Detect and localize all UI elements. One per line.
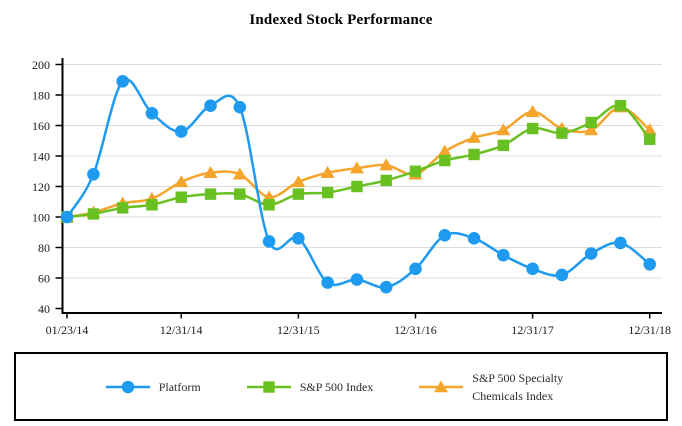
platform-marker <box>467 232 481 245</box>
platform-marker <box>409 262 422 276</box>
legend-item-sp500: S&P 500 Index <box>246 378 374 396</box>
sp500-marker <box>175 191 187 203</box>
sp500-marker <box>321 186 334 199</box>
sp500-marker <box>644 133 656 145</box>
sp500-marker <box>556 127 568 139</box>
sp500-marker <box>497 139 510 152</box>
platform-marker <box>87 168 100 181</box>
platform-marker <box>321 276 334 289</box>
platform-marker <box>174 125 188 138</box>
legend-label-platform: Platform <box>158 379 201 394</box>
y-tick-label: 60 <box>38 272 50 286</box>
platform-marker <box>497 248 510 262</box>
sp500-marker <box>263 199 275 211</box>
x-tick-label: 12/31/15 <box>277 323 320 337</box>
platform-marker <box>614 236 627 250</box>
specialty-marker <box>496 123 511 136</box>
sp500-marker <box>234 188 246 200</box>
platform-marker <box>262 235 276 248</box>
specialty-marker <box>584 123 599 136</box>
specialty-marker <box>467 130 482 143</box>
platform-marker <box>438 229 452 242</box>
sp500-marker <box>526 122 539 135</box>
platform-marker <box>526 262 539 276</box>
sp500-marker <box>87 208 100 220</box>
platform-marker <box>350 273 364 286</box>
legend-label-specialty-chemicals: S&P 500 Specialty Chemicals Index <box>472 370 564 403</box>
sp500-marker <box>585 116 597 129</box>
sp500-marker <box>409 165 422 177</box>
legend-label-sp500: S&P 500 Index <box>299 379 374 394</box>
platform-marker <box>60 210 74 224</box>
y-tick-label: 40 <box>38 302 50 316</box>
legend-item-platform: Platform <box>105 378 201 396</box>
platform-marker <box>116 74 129 88</box>
sp500-marker <box>614 99 627 112</box>
chart-legend: Platform S&P 500 Index S&P 500 Specialty… <box>14 352 668 421</box>
specialty-marker <box>174 175 189 188</box>
platform-marker <box>379 280 393 294</box>
legend-item-specialty-chemicals: S&P 500 Specialty Chemicals Index <box>419 369 576 405</box>
specialty-marker <box>291 175 306 188</box>
specialty-marker <box>320 165 335 178</box>
y-tick-label: 200 <box>32 58 50 72</box>
y-tick-label: 140 <box>32 150 50 164</box>
sp500-marker <box>380 174 392 187</box>
y-tick-label: 120 <box>32 180 50 194</box>
sp500-marker <box>146 199 158 211</box>
platform-marker <box>584 247 598 260</box>
specialty-chemicals-marker-icon <box>419 380 464 392</box>
sp500-marker <box>351 180 363 193</box>
platform-marker <box>145 107 159 120</box>
y-tick-label: 180 <box>32 89 50 103</box>
sp500-marker-icon <box>246 380 291 393</box>
chart-plot-area: 200 180 160 140 120 100 80 60 40 01/23/14 12/31/14… <box>32 58 671 337</box>
specialty-marker <box>379 158 394 171</box>
sp500-marker <box>204 188 217 200</box>
specialty-marker <box>232 167 247 180</box>
x-tick-label: 12/31/14 <box>160 323 203 337</box>
sp500-marker <box>468 148 480 161</box>
y-tick-label: 80 <box>38 241 50 255</box>
specialty-marker <box>203 165 218 178</box>
platform-line <box>65 78 651 289</box>
sp500-marker <box>116 202 129 214</box>
x-tick-label: 12/31/17 <box>511 323 554 337</box>
sp500-marker <box>292 188 305 200</box>
platform-marker <box>292 232 305 245</box>
chart-title: Indexed Stock Performance <box>249 12 433 28</box>
platform-marker <box>555 268 569 282</box>
y-tick-label: 160 <box>32 119 50 133</box>
x-tick-label: 01/23/14 <box>46 323 89 337</box>
specialty-marker <box>642 123 657 136</box>
specialty-marker <box>349 161 364 174</box>
sp500-marker <box>439 154 451 167</box>
platform-marker-icon <box>105 380 150 393</box>
specialty-marker <box>525 104 540 117</box>
y-tick-label: 100 <box>32 211 50 225</box>
platform-marker <box>204 99 217 112</box>
x-tick-label: 12/31/18 <box>628 323 671 337</box>
platform-marker <box>233 100 247 114</box>
specialty-marker <box>437 144 452 157</box>
x-tick-label: 12/31/16 <box>394 323 437 337</box>
platform-marker <box>643 257 657 271</box>
